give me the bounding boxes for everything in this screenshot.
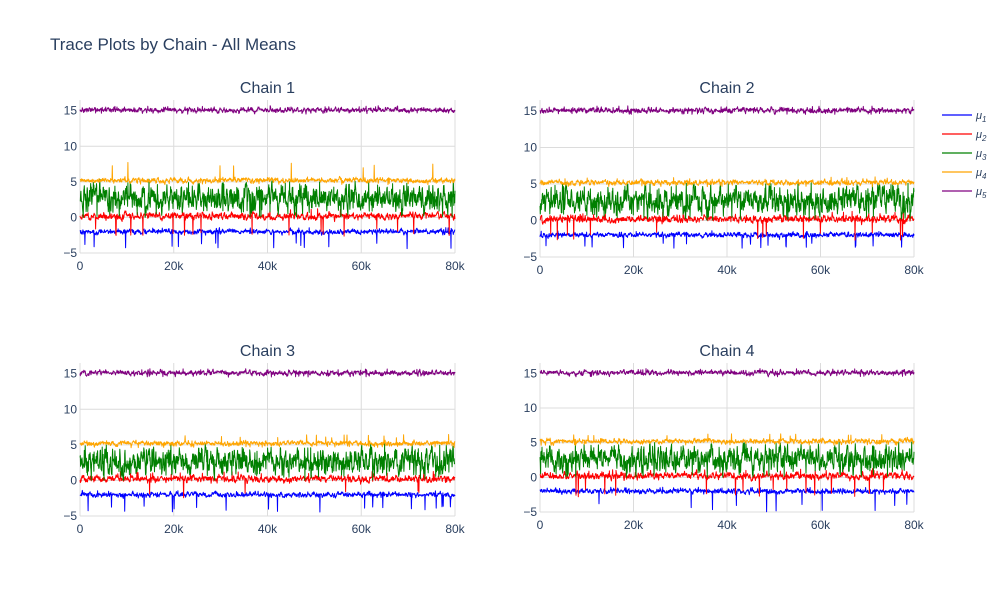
y-tick-label: 15 <box>64 104 78 118</box>
subplot-title: Chain 3 <box>240 343 295 360</box>
x-tick-label: 40k <box>258 522 278 536</box>
x-tick-label: 80k <box>445 522 465 536</box>
trace-line-mu2 <box>79 208 456 237</box>
legend-item-mu4[interactable]: μ4 <box>942 167 987 181</box>
legend-label: μ1 <box>975 110 986 124</box>
x-tick-label: 40k <box>258 259 278 273</box>
trace-line-mu4 <box>539 433 915 446</box>
trace-line-mu4 <box>79 162 456 186</box>
x-tick-label: 60k <box>811 518 831 532</box>
subplot-title: Chain 2 <box>699 80 754 97</box>
trace-line-mu5 <box>79 105 456 115</box>
trace-line-mu2 <box>79 470 456 499</box>
x-tick-label: 60k <box>811 263 831 277</box>
x-tick-label: 60k <box>352 522 372 536</box>
y-tick-label: 10 <box>64 139 78 153</box>
y-tick-label: 0 <box>530 470 537 484</box>
legend-label: μ5 <box>975 186 987 200</box>
y-tick-label: 10 <box>524 401 538 415</box>
y-tick-label: 5 <box>70 175 77 189</box>
x-tick-label: 0 <box>537 263 544 277</box>
trace-line-mu2 <box>539 210 915 241</box>
x-tick-label: 20k <box>164 259 184 273</box>
legend-item-mu2[interactable]: μ2 <box>942 129 987 143</box>
x-tick-label: 80k <box>445 259 465 273</box>
y-tick-label: 10 <box>64 402 78 416</box>
y-tick-label: −5 <box>523 250 537 264</box>
trace-line-mu1 <box>79 489 456 513</box>
y-tick-label: 0 <box>70 210 77 224</box>
trace-line-mu1 <box>539 486 915 513</box>
legend-item-mu1[interactable]: μ1 <box>942 110 986 124</box>
trace-line-mu3 <box>79 178 456 218</box>
x-tick-label: 40k <box>717 263 737 277</box>
trace-line-mu3 <box>539 182 915 221</box>
x-tick-label: 80k <box>904 263 924 277</box>
y-tick-label: 0 <box>70 473 77 487</box>
trace-line-mu2 <box>539 468 915 498</box>
y-tick-label: 5 <box>530 436 537 450</box>
y-tick-label: 15 <box>64 367 78 381</box>
trace-line-mu4 <box>539 176 915 188</box>
y-tick-label: −5 <box>63 509 77 523</box>
legend-label: μ3 <box>975 148 987 162</box>
legend-item-mu5[interactable]: μ5 <box>942 186 987 200</box>
x-tick-label: 0 <box>77 522 84 536</box>
trace-line-mu1 <box>539 230 915 249</box>
figure-title: Trace Plots by Chain - All Means <box>50 35 296 54</box>
y-tick-label: 10 <box>524 140 538 154</box>
subplot-title: Chain 1 <box>240 80 295 97</box>
legend[interactable]: μ1 μ2 μ3 μ4 μ5 <box>942 110 987 200</box>
trace-line-mu5 <box>539 105 915 116</box>
y-tick-label: 5 <box>70 438 77 452</box>
x-tick-label: 80k <box>904 518 924 532</box>
legend-label: μ2 <box>975 129 987 143</box>
x-tick-label: 60k <box>352 259 372 273</box>
y-tick-label: −5 <box>63 246 77 260</box>
y-tick-label: 5 <box>530 177 537 191</box>
x-tick-label: 20k <box>624 518 644 532</box>
x-tick-label: 20k <box>624 263 644 277</box>
y-tick-label: 0 <box>530 213 537 227</box>
trace-line-mu3 <box>539 441 915 478</box>
y-tick-label: 15 <box>524 366 538 380</box>
trace-line-mu5 <box>539 368 915 378</box>
trace-line-mu5 <box>79 368 456 378</box>
y-tick-label: −5 <box>523 505 537 519</box>
x-tick-label: 0 <box>537 518 544 532</box>
y-tick-label: 15 <box>524 104 538 118</box>
x-tick-label: 40k <box>717 518 737 532</box>
trace-line-mu3 <box>79 442 456 481</box>
legend-label: μ4 <box>975 167 987 181</box>
legend-item-mu3[interactable]: μ3 <box>942 148 987 162</box>
x-tick-label: 0 <box>77 259 84 273</box>
x-tick-label: 20k <box>164 522 184 536</box>
trace-line-mu4 <box>79 434 456 449</box>
subplot-title: Chain 4 <box>699 343 754 360</box>
